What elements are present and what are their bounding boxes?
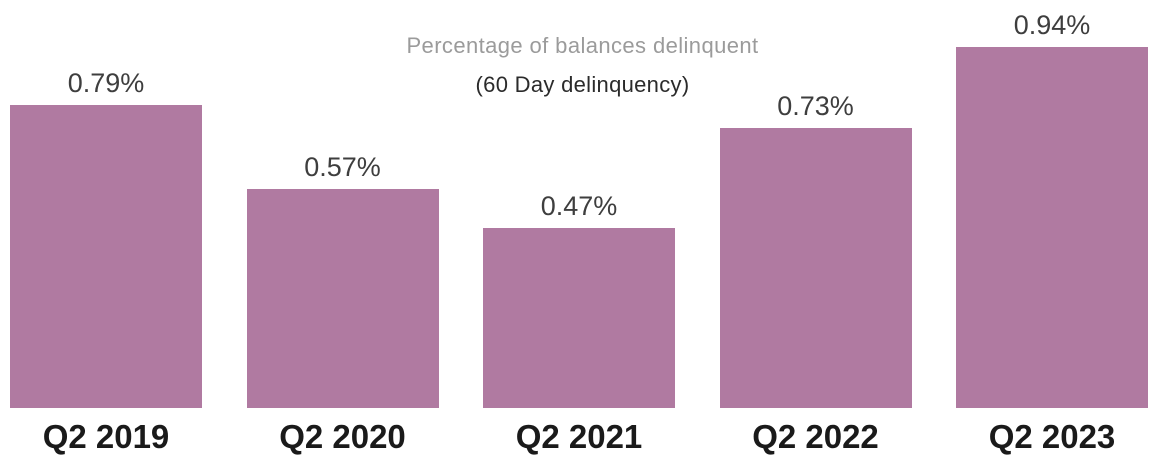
category-label: Q2 2023 (988, 417, 1116, 455)
category-label: Q2 2019 (42, 417, 170, 455)
bar-value-label: 0.47% (540, 191, 618, 221)
category-label: Q2 2022 (752, 417, 879, 455)
category-label: Q2 2020 (279, 417, 406, 455)
bar (246, 189, 439, 408)
bar (956, 47, 1148, 408)
category-label: Q2 2021 (515, 417, 643, 455)
bar-value-label: 0.57% (304, 152, 381, 182)
bar-group: 0.94% Q2 2023 (956, 10, 1148, 463)
bar-value-label: 0.94% (1013, 10, 1091, 40)
bar-value-label: 0.73% (777, 91, 854, 121)
bar (483, 228, 675, 408)
bar (10, 105, 202, 408)
bar-value-label: 0.79% (67, 68, 145, 98)
bar (719, 128, 912, 408)
bar-group: 0.47% Q2 2021 (483, 191, 675, 463)
plot-area: 0.79% Q2 2019 0.57% Q2 2020 0.47% Q2 2021 0.73… (10, 0, 1148, 463)
bar-group: 0.73% Q2 2022 (719, 91, 912, 463)
bar-group: 0.57% Q2 2020 (246, 152, 439, 463)
bar-group: 0.79% Q2 2019 (10, 68, 202, 463)
